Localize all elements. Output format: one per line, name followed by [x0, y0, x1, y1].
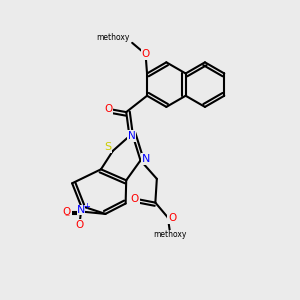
Text: S: S — [104, 142, 111, 152]
Text: O: O — [75, 220, 84, 230]
Text: O: O — [141, 49, 150, 59]
Text: +: + — [83, 202, 90, 211]
Text: ⁻: ⁻ — [64, 213, 69, 223]
Text: O: O — [168, 213, 176, 223]
Text: O: O — [104, 104, 112, 114]
Text: N: N — [128, 131, 136, 141]
Text: O: O — [130, 194, 139, 204]
Text: N: N — [142, 154, 151, 164]
Text: N: N — [77, 205, 85, 215]
Text: methoxy: methoxy — [96, 34, 129, 43]
Text: O: O — [63, 206, 71, 217]
Text: methoxy: methoxy — [154, 230, 187, 239]
